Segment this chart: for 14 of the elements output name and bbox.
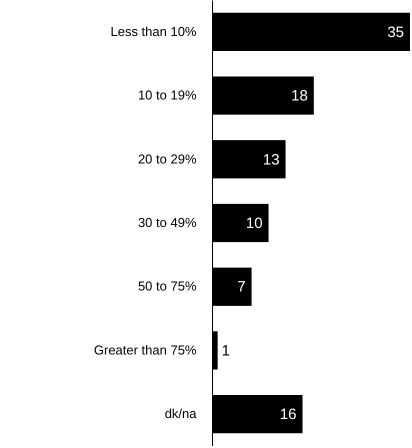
- data-label: 35: [387, 24, 404, 41]
- y-tick-label: 30 to 49%: [138, 215, 197, 230]
- data-label: 1: [222, 342, 230, 360]
- y-tick-label: 10 to 19%: [138, 88, 197, 103]
- y-tick-label: 50 to 75%: [138, 278, 197, 294]
- y-tick-label: dk/na: [164, 406, 198, 422]
- data-label: 13: [262, 151, 280, 168]
- data-label: 18: [291, 88, 308, 105]
- data-label: 16: [280, 406, 297, 424]
- y-tick-label: Less than 10%: [110, 24, 197, 39]
- data-label: 10: [246, 215, 263, 232]
- y-tick-label: 20 to 29%: [138, 151, 197, 166]
- data-label: 7: [237, 278, 246, 296]
- y-tick-label: Greater than 75%: [94, 342, 197, 358]
